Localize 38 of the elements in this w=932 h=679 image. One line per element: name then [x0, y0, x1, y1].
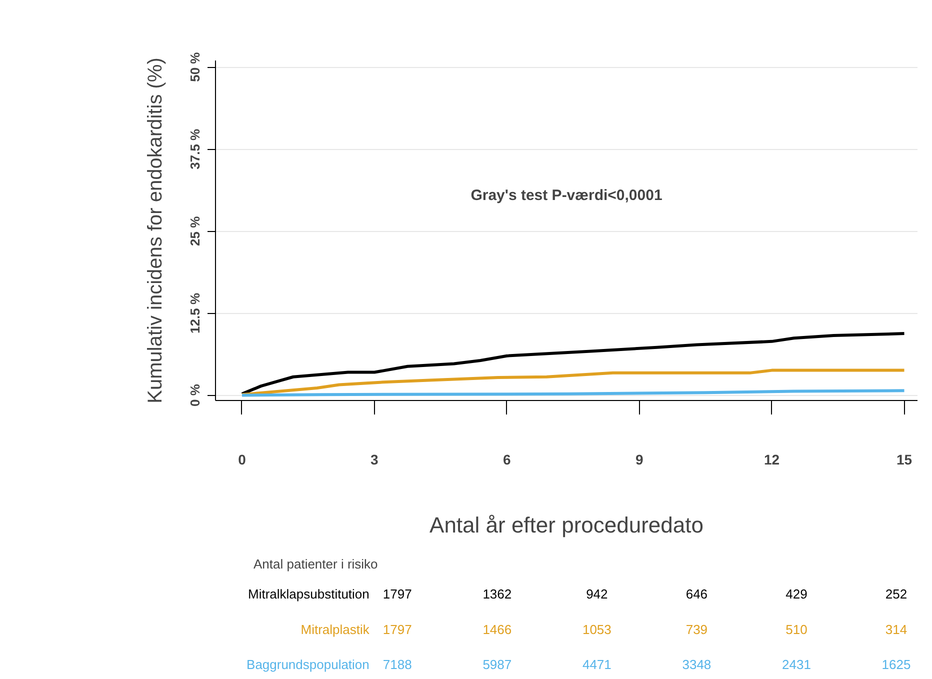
y-tick-label: 25 %: [188, 216, 202, 246]
x-axis-title: Antal år efter proceduredato: [430, 512, 704, 538]
text: Antal patienter i risiko: [254, 556, 378, 572]
text: Mitralplastik: [300, 622, 370, 637]
text: 1466: [482, 622, 512, 637]
text: 739: [686, 622, 708, 637]
text: 252: [885, 586, 908, 602]
y-axis-title: Kumulativ incidens for endokarditis (%): [144, 58, 166, 404]
text: 7188: [382, 656, 412, 672]
x-tick-label: 3: [370, 452, 379, 468]
x-tick-label: 12: [764, 452, 780, 468]
text: 1797: [382, 586, 412, 602]
text: 510: [786, 622, 808, 637]
x-tick-label: 6: [503, 452, 512, 468]
annotation: Gray's test P-værdi<0,0001: [470, 187, 662, 204]
text: 646: [686, 586, 708, 602]
y-tick-label: 50 %: [188, 52, 202, 82]
line-series: [240, 368, 906, 396]
text: 5987: [482, 656, 512, 672]
text: 429: [786, 586, 808, 602]
x-tick-label: 9: [635, 452, 644, 468]
x-tick-label: 0: [238, 452, 246, 468]
x-tick-label: 15: [896, 452, 912, 468]
line-series: [240, 332, 906, 396]
text: 3348: [682, 656, 712, 672]
text: Baggrundspopulation: [246, 656, 370, 672]
text: 1797: [382, 622, 412, 637]
text: Mitralklapsubstitution: [248, 586, 370, 602]
text: 1362: [482, 586, 512, 602]
text: 942: [586, 586, 608, 602]
text: 1625: [882, 656, 911, 672]
text: 2431: [782, 656, 811, 672]
y-tick-label: 12.5 %: [188, 292, 202, 334]
y-tick-label: 37.5 %: [188, 128, 202, 170]
y-tick-label: 0 %: [188, 384, 202, 406]
text: 4471: [582, 656, 612, 672]
text: 1053: [582, 622, 612, 637]
text: 314: [885, 622, 908, 637]
